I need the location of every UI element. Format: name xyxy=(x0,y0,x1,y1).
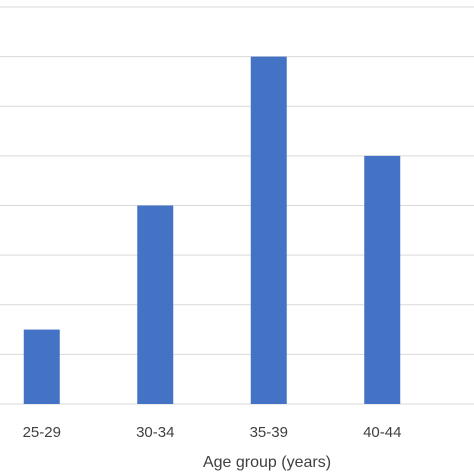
bars xyxy=(23,56,401,404)
x-axis-title: Age group (years) xyxy=(203,454,331,471)
x-tick-label: 40-44 xyxy=(363,424,401,441)
x-tick-labels: 25-29 30-34 35-39 40-44 xyxy=(23,424,402,441)
bar-35-39 xyxy=(250,56,287,404)
x-tick-label: 25-29 xyxy=(23,424,61,441)
bar-25-29 xyxy=(23,329,60,404)
x-tick-label: 35-39 xyxy=(250,424,288,441)
bar-30-34 xyxy=(137,205,174,404)
x-tick-label: 30-34 xyxy=(136,424,174,441)
gridlines xyxy=(0,6,474,405)
bar-40-44 xyxy=(364,155,401,404)
